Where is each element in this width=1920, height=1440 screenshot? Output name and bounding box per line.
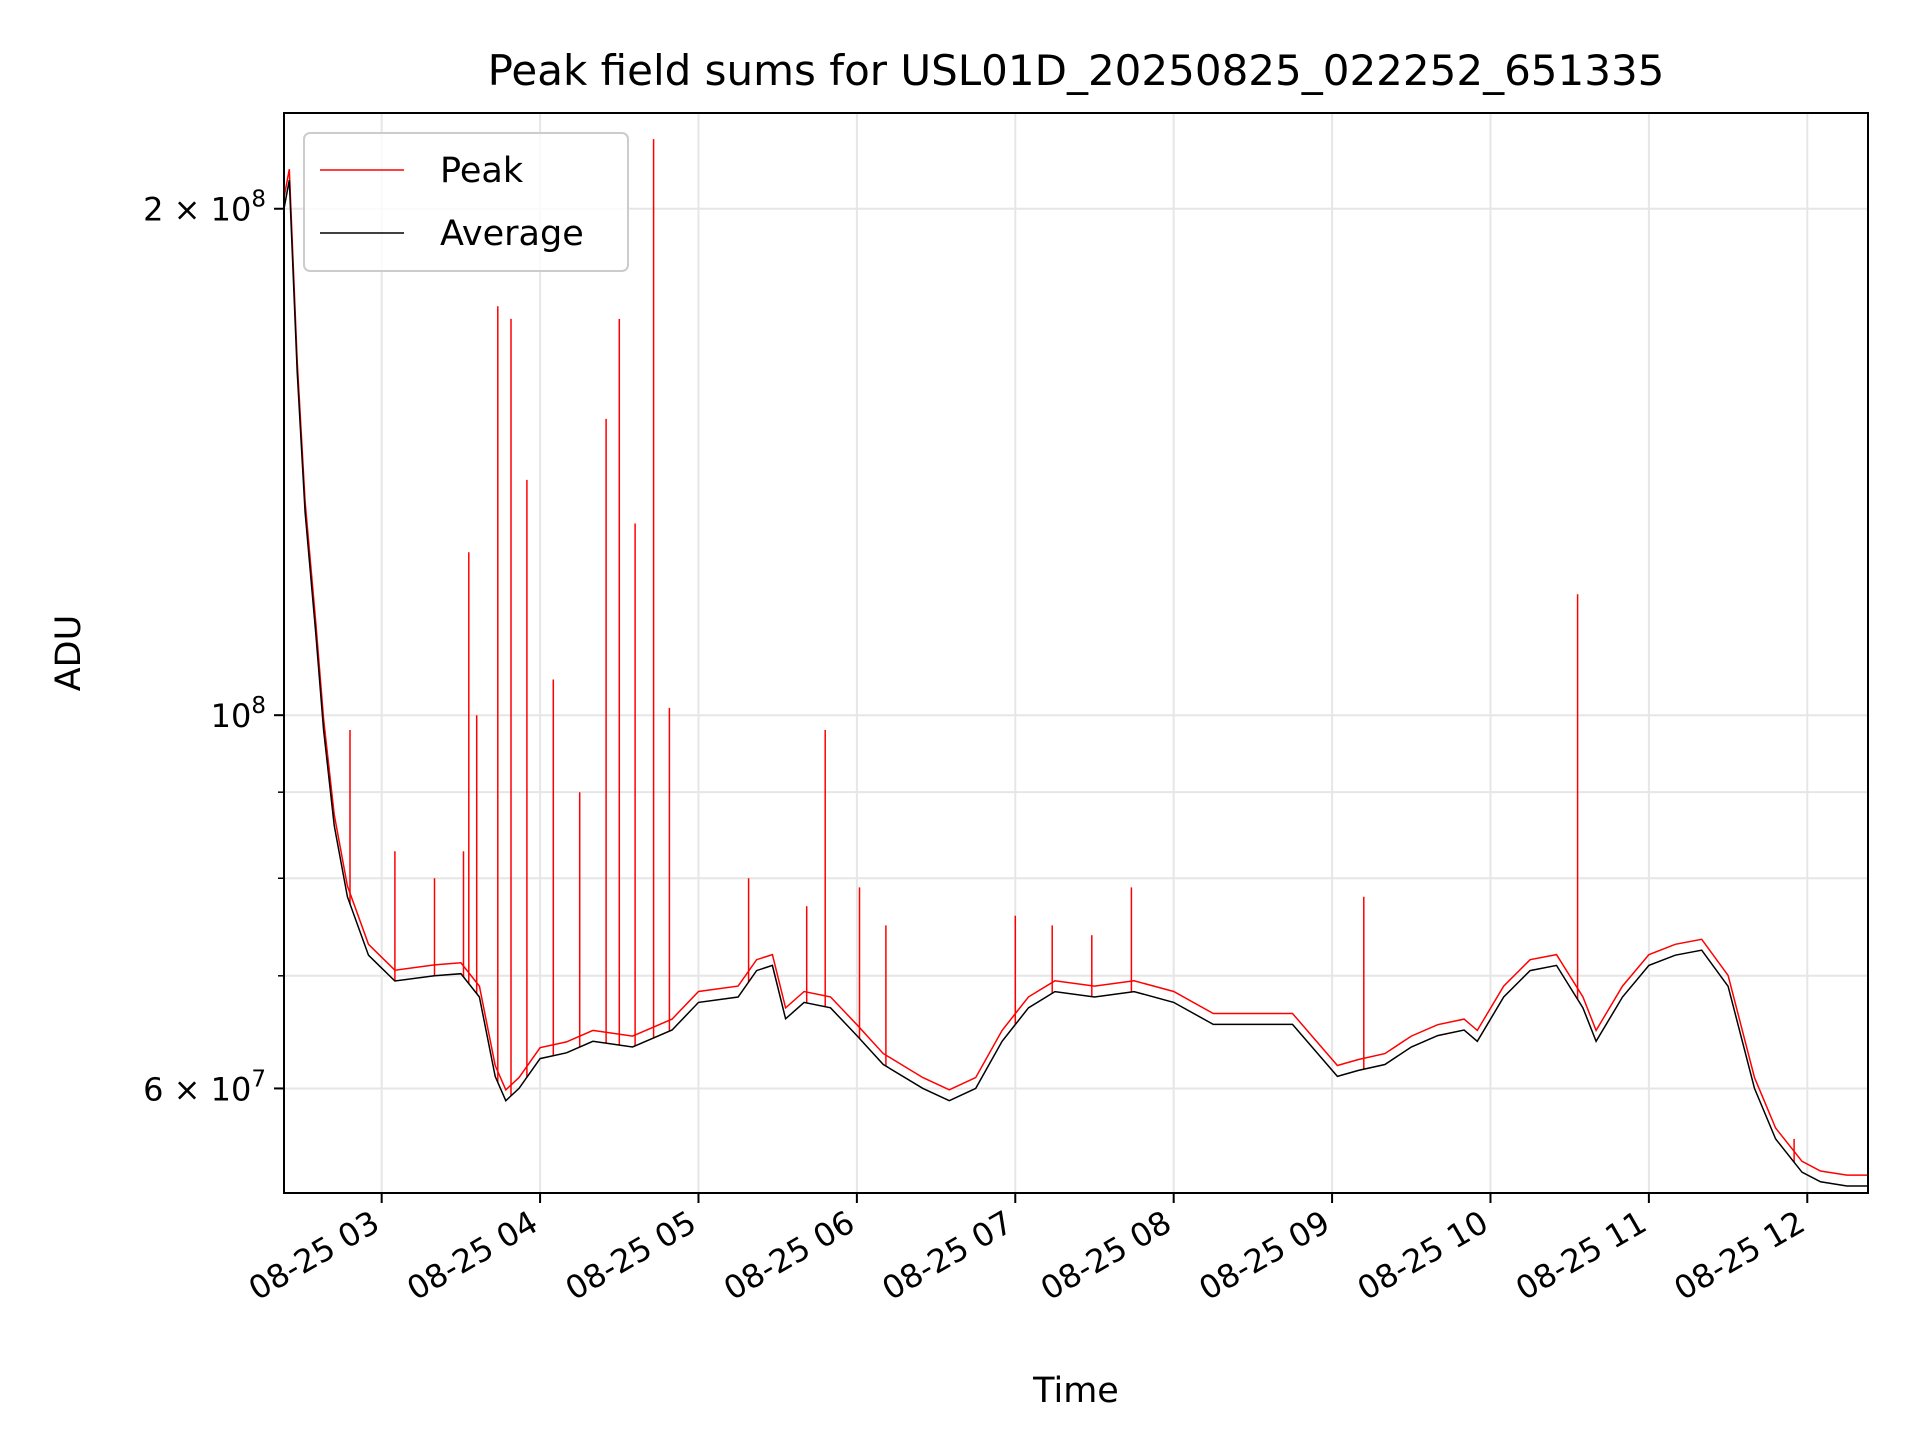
plot-area xyxy=(284,139,1868,1187)
plot-frame xyxy=(283,112,1869,1194)
series-line-average xyxy=(284,179,1868,1187)
y-axis-label: ADU xyxy=(49,615,89,692)
y-tick-label: 108 xyxy=(211,693,266,735)
chart-title: Peak field sums for USL01D_20250825_0222… xyxy=(488,46,1665,95)
legend: Peak Average xyxy=(303,132,629,272)
series-line-peak xyxy=(284,169,1868,1176)
y-tick-label: 2 × 108 xyxy=(143,187,266,229)
x-axis-label: Time xyxy=(1032,1371,1119,1411)
legend-label-average: Average xyxy=(440,214,584,254)
legend-box xyxy=(303,132,629,272)
y-tick-label: 6 × 107 xyxy=(143,1066,266,1108)
legend-label-peak: Peak xyxy=(440,151,524,191)
